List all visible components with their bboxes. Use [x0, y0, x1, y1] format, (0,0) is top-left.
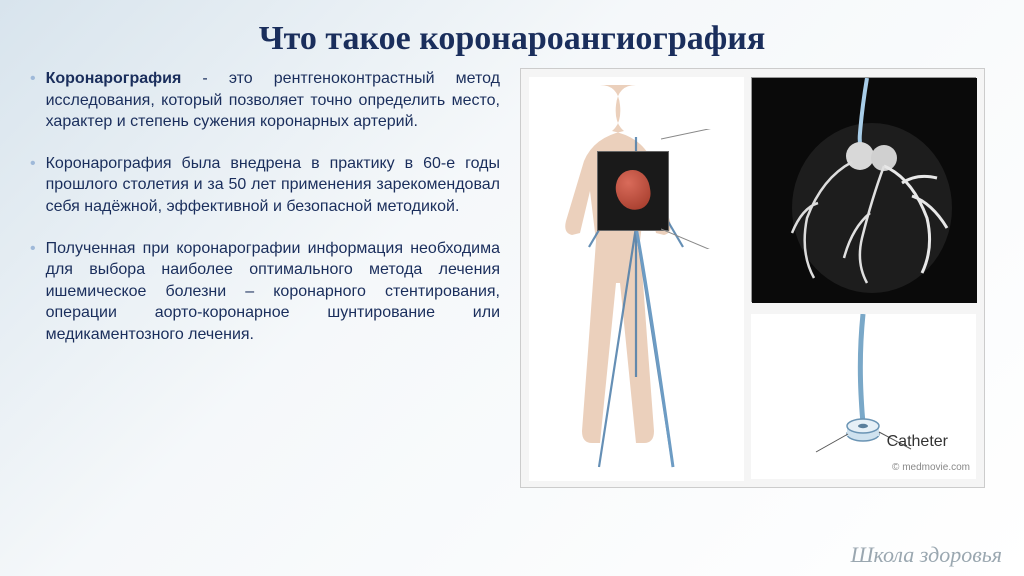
bullet-item: • Коронарография была внедрена в практик…: [30, 153, 500, 218]
content-row: • Коронарография - это рентгеноконтрастн…: [0, 68, 1024, 488]
body-panel: [529, 77, 744, 481]
bullet-marker-icon: •: [30, 155, 36, 218]
text-column: • Коронарография - это рентгеноконтрастн…: [30, 68, 520, 488]
image-column: Catheter © medmovie.com: [520, 68, 990, 488]
bullet-item: • Полученная при коронарографии информац…: [30, 238, 500, 346]
catheter-panel: [751, 314, 976, 479]
bullet-marker-icon: •: [30, 70, 36, 133]
footer-text: Школа здоровья: [851, 542, 1002, 568]
bullet-text: Коронарография была внедрена в практику …: [46, 153, 500, 218]
bullet-bold: Коронарография: [46, 70, 182, 87]
bullet-item: • Коронарография - это рентгеноконтрастн…: [30, 68, 500, 133]
bullet-body: Полученная при коронарографии информация…: [46, 240, 500, 343]
slide-title: Что такое коронароангиография: [0, 0, 1024, 68]
coronary-xray-icon: [752, 78, 977, 303]
bullet-body: Коронарография была внедрена в практику …: [46, 155, 500, 215]
bullet-marker-icon: •: [30, 240, 36, 346]
bullet-text: Коронарография - это рентгеноконтрастный…: [46, 68, 500, 133]
heart-icon: [613, 167, 653, 212]
medical-diagram: Catheter © medmovie.com: [520, 68, 985, 488]
human-body-icon: [529, 77, 744, 481]
bullet-text: Полученная при коронарографии информация…: [46, 238, 500, 346]
image-credit: © medmovie.com: [892, 462, 970, 473]
catheter-label: Catheter: [887, 433, 948, 451]
chest-xray-inset: [597, 151, 669, 231]
xray-panel: [751, 77, 976, 302]
catheter-icon: [751, 314, 976, 479]
